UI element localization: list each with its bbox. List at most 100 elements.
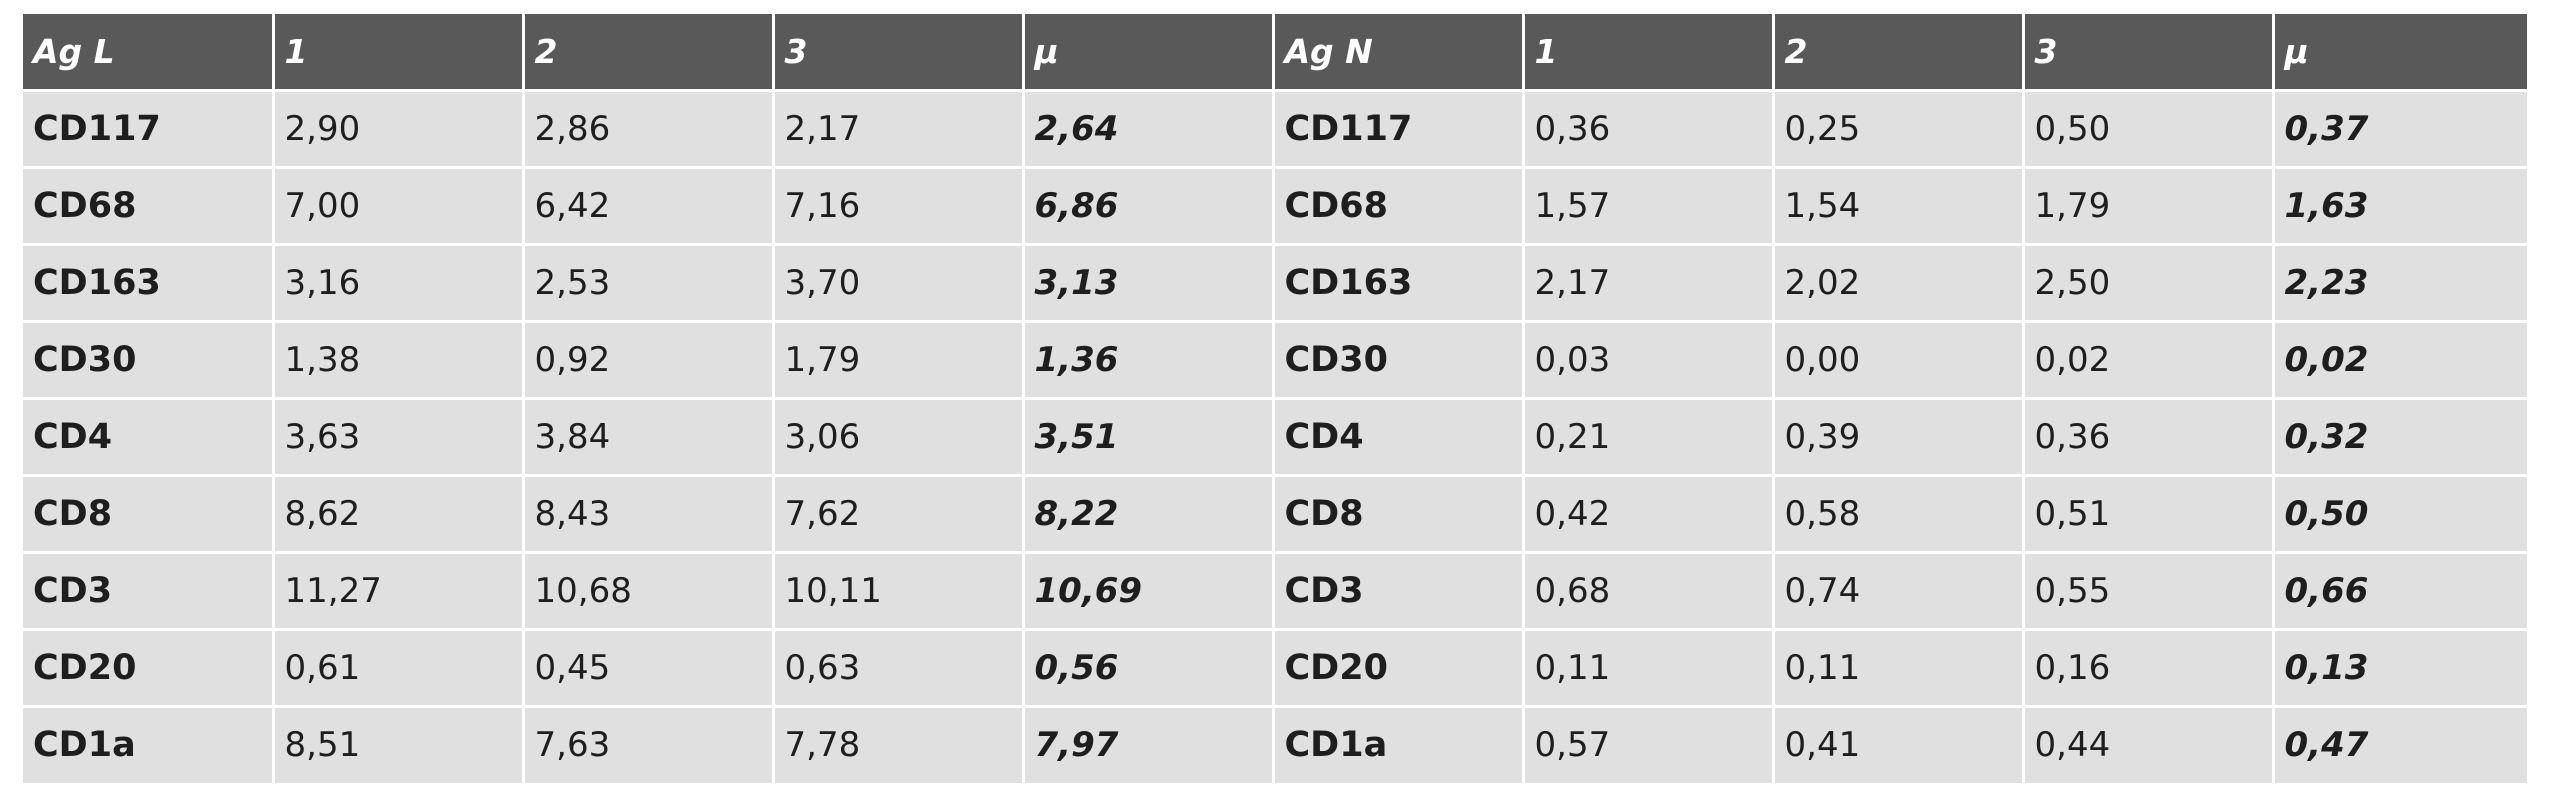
cell-ag-n: CD3	[1273, 550, 1525, 629]
cell-n-mean: 0,50	[2273, 473, 2527, 552]
cell-ag-n: CD68	[1273, 165, 1525, 244]
cell-ag-n: CD163	[1273, 242, 1525, 321]
cell-n-1: 0,03	[1523, 319, 1775, 398]
cell-n-3: 0,50	[2023, 88, 2275, 167]
cell-l-1: 1,38	[273, 319, 525, 398]
cell-l-3: 10,11	[773, 550, 1025, 629]
cell-n-mean: 0,47	[2273, 704, 2527, 783]
cell-ag-n: CD20	[1273, 627, 1525, 706]
header-l-2: 2	[523, 14, 775, 90]
cell-n-2: 0,41	[1773, 704, 2025, 783]
cell-n-2: 0,39	[1773, 396, 2025, 475]
cell-n-mean: 1,63	[2273, 165, 2527, 244]
cell-l-mean: 1,36	[1023, 319, 1275, 398]
cell-n-3: 2,50	[2023, 242, 2275, 321]
cell-l-mean: 3,13	[1023, 242, 1275, 321]
cell-l-mean: 3,51	[1023, 396, 1275, 475]
table-row: CD20 0,61 0,45 0,63 0,56 CD20 0,11 0,11 0,16 0,13	[23, 627, 2527, 706]
cell-n-3: 0,51	[2023, 473, 2275, 552]
table-row: CD3 11,27 10,68 10,11 10,69 CD3 0,68 0,74 0,55 0,…	[23, 550, 2527, 629]
cell-n-2: 0,25	[1773, 88, 2025, 167]
header-n-3: 3	[2023, 14, 2275, 90]
cell-ag-l: CD68	[23, 165, 275, 244]
header-n-1: 1	[1523, 14, 1775, 90]
header-ag-n: Ag N	[1273, 14, 1525, 90]
cell-ag-l: CD1a	[23, 704, 275, 783]
cell-l-3: 3,70	[773, 242, 1025, 321]
cell-l-2: 10,68	[523, 550, 775, 629]
cell-ag-l: CD8	[23, 473, 275, 552]
cell-n-3: 0,44	[2023, 704, 2275, 783]
cell-n-mean: 2,23	[2273, 242, 2527, 321]
cell-n-mean: 0,37	[2273, 88, 2527, 167]
cell-ag-n: CD4	[1273, 396, 1525, 475]
header-row: Ag L 1 2 3 μ Ag N 1 2 3 μ	[23, 14, 2527, 90]
table-row: CD30 1,38 0,92 1,79 1,36 CD30 0,03 0,00 0,02 0,02	[23, 319, 2527, 398]
cell-l-1: 7,00	[273, 165, 525, 244]
cell-l-3: 7,78	[773, 704, 1025, 783]
cell-n-2: 1,54	[1773, 165, 2025, 244]
cell-l-3: 7,62	[773, 473, 1025, 552]
cell-ag-l: CD3	[23, 550, 275, 629]
cell-l-2: 6,42	[523, 165, 775, 244]
cell-l-3: 3,06	[773, 396, 1025, 475]
header-l-3: 3	[773, 14, 1025, 90]
cell-l-3: 0,63	[773, 627, 1025, 706]
table-row: CD4 3,63 3,84 3,06 3,51 CD4 0,21 0,39 0,36 0,32	[23, 396, 2527, 475]
cell-l-2: 2,86	[523, 88, 775, 167]
cell-n-1: 0,42	[1523, 473, 1775, 552]
cell-l-2: 0,92	[523, 319, 775, 398]
cell-l-mean: 10,69	[1023, 550, 1275, 629]
cell-l-mean: 7,97	[1023, 704, 1275, 783]
cell-ag-l: CD30	[23, 319, 275, 398]
cell-l-1: 3,63	[273, 396, 525, 475]
cell-l-2: 3,84	[523, 396, 775, 475]
cell-n-2: 0,58	[1773, 473, 2025, 552]
cell-n-1: 2,17	[1523, 242, 1775, 321]
cell-n-3: 1,79	[2023, 165, 2275, 244]
cell-n-3: 0,16	[2023, 627, 2275, 706]
cell-l-3: 7,16	[773, 165, 1025, 244]
cell-n-3: 0,02	[2023, 319, 2275, 398]
cell-l-1: 8,51	[273, 704, 525, 783]
cell-l-1: 11,27	[273, 550, 525, 629]
header-n-mean: μ	[2273, 14, 2527, 90]
cell-n-2: 0,11	[1773, 627, 2025, 706]
header-n-2: 2	[1773, 14, 2025, 90]
antigen-values-table: Ag L 1 2 3 μ Ag N 1 2 3 μ CD117 2,90 2,86 2…	[23, 14, 2527, 783]
table-body: CD117 2,90 2,86 2,17 2,64 CD117 0,36 0,25 0,50 0,…	[23, 88, 2527, 783]
cell-ag-n: CD8	[1273, 473, 1525, 552]
header-l-mean: μ	[1023, 14, 1275, 90]
table-row: CD163 3,16 2,53 3,70 3,13 CD163 2,17 2,02 2,50 2,…	[23, 242, 2527, 321]
cell-ag-l: CD163	[23, 242, 275, 321]
cell-ag-n: CD30	[1273, 319, 1525, 398]
table-row: CD117 2,90 2,86 2,17 2,64 CD117 0,36 0,25 0,50 0,…	[23, 88, 2527, 167]
cell-n-2: 2,02	[1773, 242, 2025, 321]
cell-l-2: 7,63	[523, 704, 775, 783]
cell-n-1: 1,57	[1523, 165, 1775, 244]
cell-n-mean: 0,13	[2273, 627, 2527, 706]
cell-l-1: 8,62	[273, 473, 525, 552]
cell-l-2: 2,53	[523, 242, 775, 321]
cell-n-mean: 0,02	[2273, 319, 2527, 398]
data-table-container: Ag L 1 2 3 μ Ag N 1 2 3 μ CD117 2,90 2,86 2…	[23, 14, 2527, 783]
table-row: CD8 8,62 8,43 7,62 8,22 CD8 0,42 0,58 0,51 0,50	[23, 473, 2527, 552]
cell-ag-l: CD117	[23, 88, 275, 167]
cell-l-mean: 8,22	[1023, 473, 1275, 552]
cell-l-mean: 2,64	[1023, 88, 1275, 167]
header-ag-l: Ag L	[23, 14, 275, 90]
cell-ag-n: CD117	[1273, 88, 1525, 167]
cell-l-1: 0,61	[273, 627, 525, 706]
cell-ag-l: CD4	[23, 396, 275, 475]
cell-n-2: 0,00	[1773, 319, 2025, 398]
table-header: Ag L 1 2 3 μ Ag N 1 2 3 μ	[23, 14, 2527, 90]
cell-n-1: 0,68	[1523, 550, 1775, 629]
cell-n-1: 0,36	[1523, 88, 1775, 167]
table-row: CD1a 8,51 7,63 7,78 7,97 CD1a 0,57 0,41 0,44 0,47	[23, 704, 2527, 783]
cell-ag-n: CD1a	[1273, 704, 1525, 783]
cell-n-3: 0,55	[2023, 550, 2275, 629]
cell-l-2: 0,45	[523, 627, 775, 706]
cell-l-3: 1,79	[773, 319, 1025, 398]
table-row: CD68 7,00 6,42 7,16 6,86 CD68 1,57 1,54 1,79 1,63	[23, 165, 2527, 244]
cell-l-2: 8,43	[523, 473, 775, 552]
